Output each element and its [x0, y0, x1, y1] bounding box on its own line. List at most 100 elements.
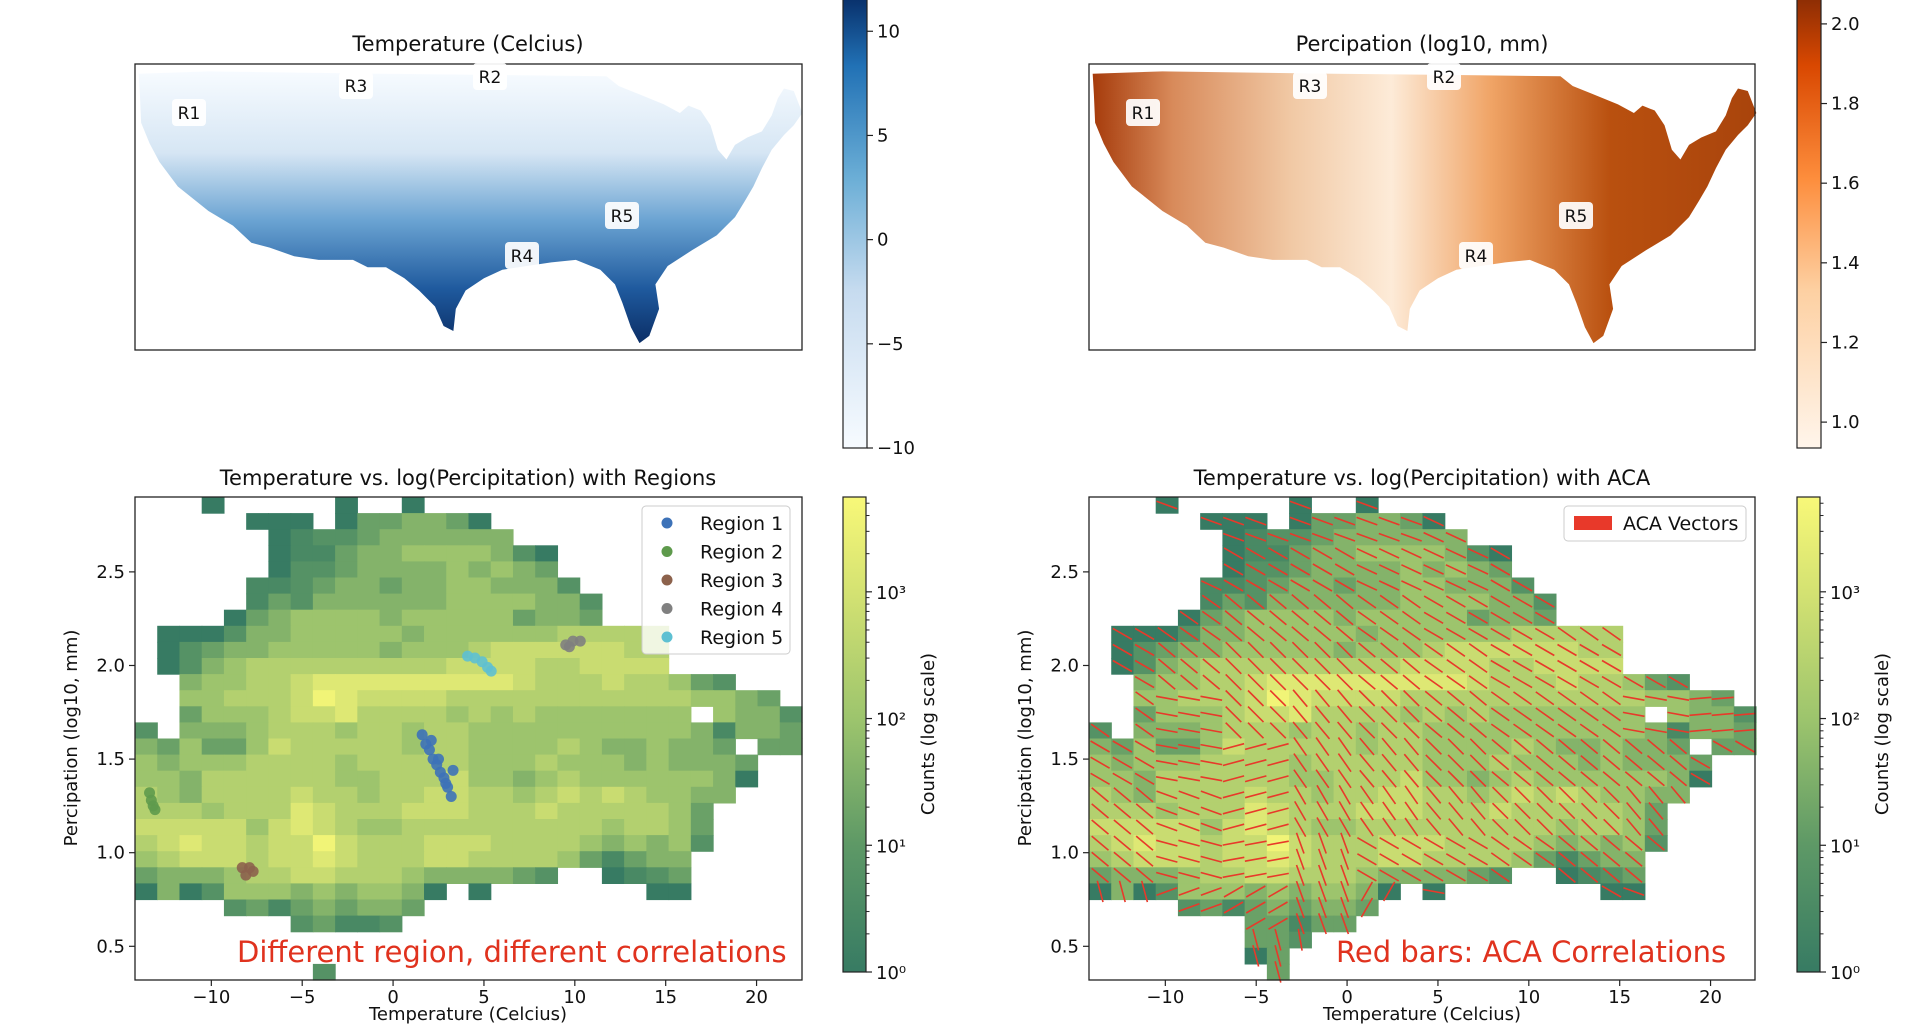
aca-vector: [1113, 803, 1132, 819]
region-labels: R1 R2 R3 R4 R5: [1126, 63, 1593, 269]
histogram-cell: [157, 867, 181, 884]
aca-vector: [1425, 801, 1442, 820]
temperature-map-title: Temperature (Celcius): [351, 32, 583, 56]
aca-vector: [1267, 775, 1289, 783]
aca-vector: [1244, 775, 1267, 783]
histogram-cell: [290, 867, 314, 884]
histogram-cell: [512, 802, 536, 820]
histogram-cell: [424, 690, 447, 707]
aca-vector: [1268, 579, 1288, 592]
aca-vector: [1624, 738, 1643, 755]
aca-vector: [1669, 771, 1688, 787]
histogram-cell: [690, 722, 714, 740]
axes: −10 −5 0 5 10 15 20 0.5 1.0 1.5 2.0 2.5: [96, 562, 768, 1008]
histogram-cell: [624, 706, 647, 723]
aca-vector: [1291, 626, 1310, 642]
aca-vector: [1403, 689, 1420, 707]
histogram-cell: [401, 770, 425, 788]
aca-vector: [1445, 853, 1466, 866]
region-label: R5: [1565, 207, 1588, 227]
aca-vector: [1222, 516, 1245, 526]
aca-vector: [1603, 802, 1620, 820]
histogram-cell: [357, 690, 381, 707]
region-label-box: [1559, 202, 1593, 229]
aca-vector: [1225, 641, 1242, 659]
histogram-cell: [557, 658, 581, 675]
histogram-cell: [223, 738, 247, 756]
aca-vector: [1425, 770, 1442, 788]
aca-vector: [1557, 659, 1577, 673]
aca-vector: [1289, 516, 1311, 526]
histogram-cell: [490, 802, 514, 820]
aca-vector: [1224, 626, 1243, 642]
histogram-cell: [312, 738, 336, 756]
aca-vector: [1445, 580, 1467, 591]
histogram-cell: [335, 754, 358, 772]
us-temperature-map: [138, 71, 803, 344]
histogram-cell: [201, 835, 225, 852]
aca-vector: [1423, 837, 1444, 850]
histogram-cell: [668, 819, 692, 836]
aca-vector: [1157, 658, 1176, 674]
aca-vector: [1314, 641, 1331, 659]
aca-vector: [1670, 785, 1686, 804]
x-tick-label: 15: [654, 987, 677, 1008]
aca-vector: [1135, 867, 1154, 884]
aca-vector: [1244, 759, 1267, 767]
histogram-cell: [535, 593, 559, 611]
aca-vector: [1157, 626, 1177, 641]
histogram-cell: [201, 706, 225, 723]
aca-vector: [1490, 707, 1510, 722]
aca-vector: [1401, 547, 1422, 559]
region-label-box: [605, 202, 639, 229]
y-tick-label: 1.5: [96, 749, 125, 770]
region-1-point: [447, 764, 459, 776]
histogram-cell: [490, 545, 514, 562]
aca-vector: [1689, 712, 1712, 717]
histogram-cell: [379, 786, 403, 804]
aca-vector: [1667, 711, 1690, 718]
us-precipitation-map: [1092, 71, 1757, 344]
aca-vector: [1269, 706, 1287, 723]
aca-vector: [1468, 659, 1488, 674]
histogram-cell: [268, 899, 292, 917]
histogram-cell: [401, 561, 425, 579]
histogram-cell: [579, 593, 603, 611]
aca-vector: [1269, 641, 1287, 659]
histogram-cell: [201, 802, 225, 820]
histogram-cell: [179, 867, 203, 884]
histogram-cell: [601, 770, 625, 788]
legend-marker: [661, 631, 673, 643]
histogram-cell: [179, 658, 203, 675]
histogram-cell: [290, 722, 314, 740]
histogram-cell: [335, 625, 358, 643]
aca-vector: [1467, 580, 1489, 591]
histogram-cell: [401, 819, 425, 836]
histogram-cell: [624, 819, 647, 836]
histogram-cell: [535, 802, 559, 820]
aca-vector: [1490, 627, 1511, 641]
histogram-cell: [446, 738, 470, 756]
histogram-cell: [601, 690, 625, 707]
histogram-cell: [468, 690, 492, 707]
histogram-cell: [157, 770, 181, 788]
histogram-cell: [490, 625, 514, 643]
histogram-cell: [690, 819, 714, 836]
aca-vector: [1491, 771, 1510, 787]
histogram-cell: [335, 722, 358, 740]
histogram-cell: [557, 851, 581, 868]
histogram-cell: [290, 899, 314, 917]
x-tick-label: 20: [745, 987, 768, 1008]
histogram-cell: [268, 802, 292, 820]
aca-vector: [1289, 532, 1311, 542]
aca-vector: [1424, 722, 1443, 739]
aca-vector: [1648, 785, 1664, 804]
histogram-cell: [201, 641, 225, 659]
aca-vector: [1646, 754, 1665, 771]
aca-vector: [1291, 657, 1309, 675]
aca-vector: [1140, 880, 1149, 903]
histogram-cell: [401, 577, 425, 595]
aca-vector: [1245, 917, 1266, 930]
regions-histogram-panel: Temperature vs. log(Percipitation) with …: [61, 466, 939, 1024]
aca-vector: [1513, 754, 1532, 771]
